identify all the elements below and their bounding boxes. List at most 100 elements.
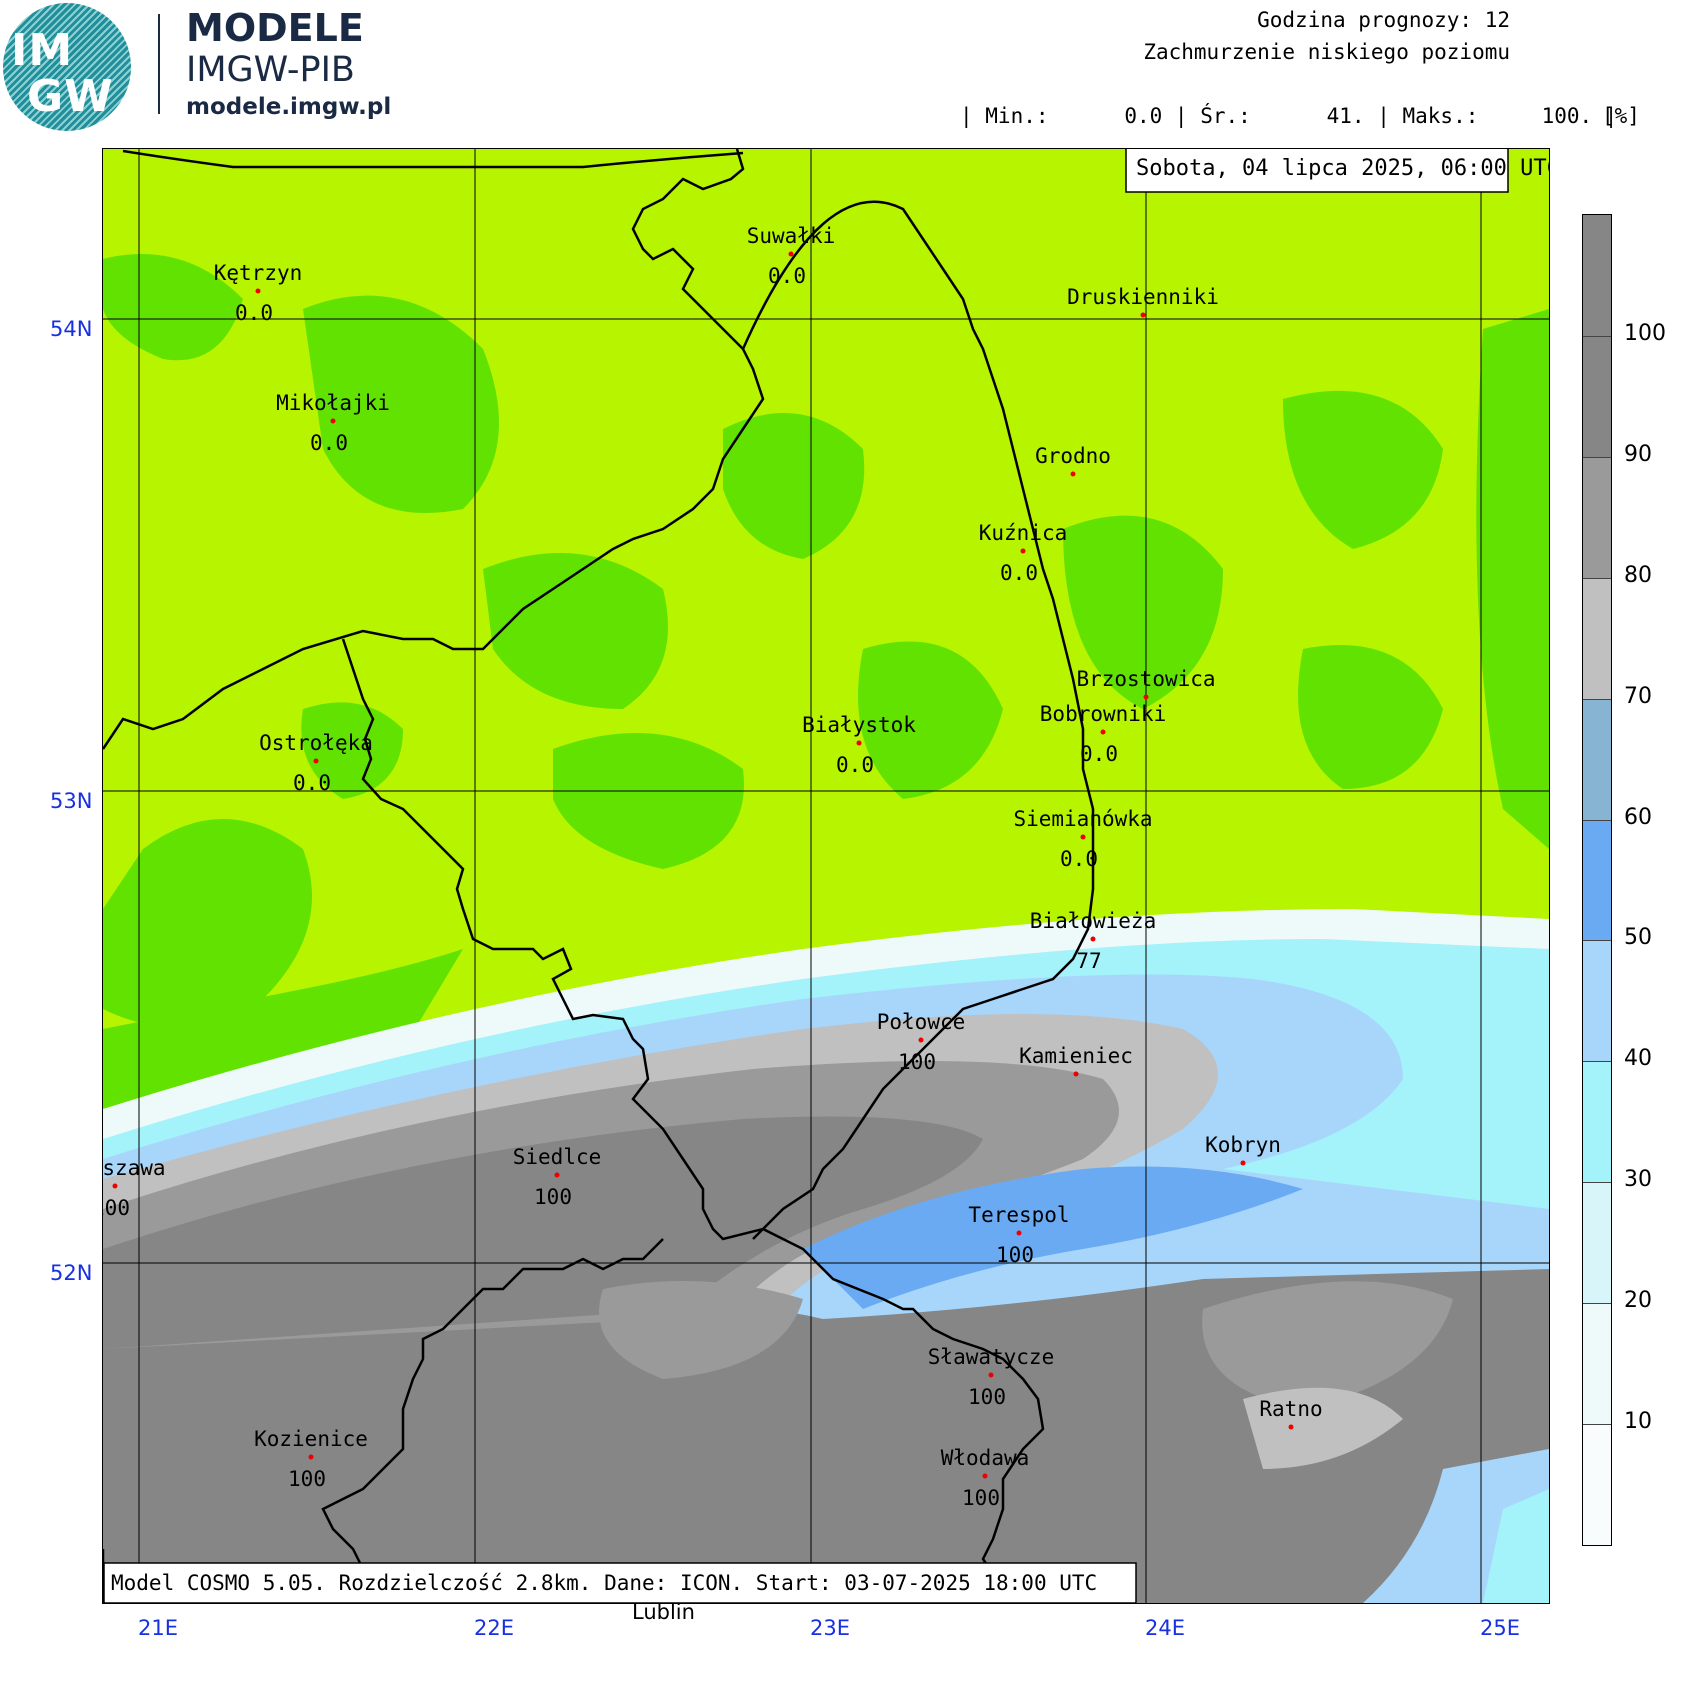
graticule (103, 149, 1549, 1603)
colorbar-segment (1583, 215, 1611, 336)
city-value-kozienice: 100 (288, 1467, 326, 1491)
colorbar-segment (1583, 577, 1611, 699)
city-marker-w-odawa (982, 1473, 988, 1479)
city-name-suwa-ki: Suwałki (746, 224, 836, 248)
city-value-k-trzyn: 0.0 (235, 301, 273, 325)
colorbar-segment (1583, 456, 1611, 578)
lon-label-21e: 21E (138, 1616, 178, 1640)
lat-label-52n: 52N (50, 1261, 93, 1285)
city-marker-s-awatycze (988, 1372, 994, 1378)
city-marker-ostro-ka (313, 758, 319, 764)
lon-label-24e: 24E (1145, 1616, 1185, 1640)
colorbar-label: 10 (1624, 1409, 1652, 1435)
colorbar-segment (1583, 1182, 1611, 1304)
map-canvas (103, 149, 1549, 1603)
city-value-bia-owie-a: 77 (1076, 949, 1102, 973)
city-marker-k-trzyn (255, 288, 261, 294)
city-marker-suwa-ki (788, 251, 794, 257)
city-name-w-odawa: Włodawa (940, 1446, 1030, 1470)
city-marker-grodno (1070, 471, 1076, 477)
city-marker-kozienice (308, 1454, 314, 1460)
city-marker-warszawa (112, 1183, 118, 1189)
city-name-bobrowniki: Bobrowniki (1039, 702, 1167, 726)
city-name-po-owce: Połowce (876, 1010, 966, 1034)
city-name-kozienice: Kozienice (254, 1427, 368, 1451)
city-marker-siemian-wka (1080, 834, 1086, 840)
city-name-s-awatycze: Sławatycze (927, 1345, 1055, 1369)
colorbar-label: 100 (1624, 320, 1666, 346)
lat-label-54n: 54N (50, 317, 93, 341)
city-marker-druskienniki (1140, 312, 1146, 318)
colorbar (1582, 214, 1612, 1546)
stats-line: | Min.: 0.0 | Śr.: 41. | Maks.: 100. | (960, 104, 1618, 128)
model-info-box: Model COSMO 5.05. Rozdzielczość 2.8km. D… (111, 1571, 1098, 1595)
city-marker-kobryn (1240, 1160, 1246, 1166)
colorbar-segment (1583, 940, 1611, 1062)
city-marker-kamieniec (1073, 1071, 1079, 1077)
colorbar-segment (1583, 698, 1611, 820)
city-name-terespol: Terespol (968, 1203, 1070, 1227)
borders (103, 149, 1095, 1603)
colorbar-segment (1583, 1424, 1611, 1545)
city-name-ostro-ka: Ostrołęka (259, 731, 373, 755)
city-marker-brzostowica (1143, 694, 1149, 700)
city-value-siemian-wka: 0.0 (1060, 847, 1098, 871)
city-name-grodno: Grodno (1035, 444, 1111, 468)
city-name-ku-nica: Kuźnica (978, 521, 1068, 545)
lon-label-23e: 23E (810, 1616, 850, 1640)
lon-label-25e: 25E (1480, 1616, 1520, 1640)
city-value-po-owce: 100 (898, 1050, 936, 1074)
colorbar-label: 90 (1624, 441, 1652, 467)
map-panel[interactable]: Sobota, 04 lipca 2025, 06:00 UTC Model C… (102, 148, 1550, 1604)
city-value-ku-nica: 0.0 (1000, 561, 1038, 585)
colorbar-segment (1583, 1061, 1611, 1183)
city-marker-po-owce (918, 1037, 924, 1043)
city-value-warszawa: 100 (103, 1196, 130, 1220)
city-value-siedlce: 100 (534, 1185, 572, 1209)
logo-divider (158, 14, 160, 114)
city-marker-ratno (1288, 1424, 1294, 1430)
city-value-terespol: 100 (996, 1243, 1034, 1267)
imgw-logo: IM GW (3, 3, 131, 131)
city-value-w-odawa: 100 (962, 1486, 1000, 1510)
city-name-bia-ystok: Białystok (802, 713, 916, 737)
colorbar-label: 60 (1624, 804, 1652, 830)
parameter-name: Zachmurzenie niskiego poziomu (1143, 40, 1510, 64)
city-name-brzostowica: Brzostowica (1076, 667, 1216, 691)
city-name-kobryn: Kobryn (1205, 1133, 1281, 1157)
date-box: Sobota, 04 lipca 2025, 06:00 UTC (1136, 156, 1550, 181)
logo-top-text: IM (11, 25, 74, 76)
city-name-miko-ajki: Mikołajki (276, 391, 390, 415)
city-marker-siedlce (554, 1172, 560, 1178)
city-value-bobrowniki: 0.0 (1080, 742, 1118, 766)
city-marker-bia-ystok (856, 740, 862, 746)
city-name-ratno: Ratno (1259, 1397, 1323, 1421)
city-name-bia-owie-a: Białowieża (1029, 909, 1157, 933)
logo-bottom-text: GW (27, 71, 114, 122)
forecast-hour: Godzina prognozy: 12 (1257, 8, 1510, 32)
lublin-label: Lublin (632, 1600, 695, 1624)
colorbar-segment (1583, 1303, 1611, 1425)
city-marker-bobrowniki (1100, 729, 1106, 735)
lon-label-22e: 22E (474, 1616, 514, 1640)
city-name-k-trzyn: Kętrzyn (213, 261, 303, 285)
colorbar-label: 50 (1624, 925, 1652, 951)
colorbar-label: 70 (1624, 683, 1652, 709)
city-value-suwa-ki: 0.0 (768, 264, 806, 288)
city-name-kamieniec: Kamieniec (1019, 1044, 1133, 1068)
brand-url[interactable]: modele.imgw.pl (186, 94, 392, 120)
city-value-miko-ajki: 0.0 (310, 431, 348, 455)
colorbar-label: 30 (1624, 1167, 1652, 1193)
city-name-siedlce: Siedlce (512, 1145, 602, 1169)
city-name-warszawa: Warszawa (102, 1156, 166, 1180)
city-marker-terespol (1016, 1230, 1022, 1236)
city-name-druskienniki: Druskienniki (1067, 285, 1219, 309)
city-marker-ku-nica (1020, 548, 1026, 554)
colorbar-label: 40 (1624, 1046, 1652, 1072)
colorbar-label: 20 (1624, 1288, 1652, 1314)
unit-label: [%] (1602, 104, 1640, 128)
colorbar-segment (1583, 335, 1611, 457)
colorbar-segment (1583, 819, 1611, 941)
city-marker-miko-ajki (330, 418, 336, 424)
green-patches (103, 254, 1549, 1109)
